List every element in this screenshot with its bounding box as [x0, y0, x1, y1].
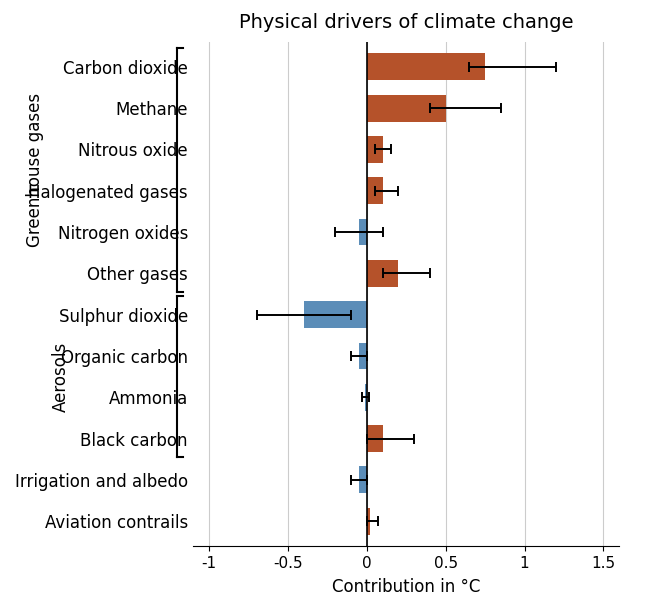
Bar — [367, 177, 382, 204]
Bar — [367, 425, 382, 452]
Bar — [367, 508, 370, 535]
Bar — [304, 301, 367, 328]
Bar — [367, 95, 446, 122]
Text: Greenhouse gases: Greenhouse gases — [26, 93, 45, 247]
Bar — [367, 260, 399, 287]
Bar — [359, 218, 367, 245]
Bar — [367, 136, 382, 163]
Bar — [367, 53, 485, 80]
Bar — [359, 343, 367, 370]
X-axis label: Contribution in °C: Contribution in °C — [332, 578, 481, 596]
Title: Physical drivers of climate change: Physical drivers of climate change — [239, 13, 573, 32]
Bar — [359, 466, 367, 493]
Text: Aerosols: Aerosols — [52, 341, 70, 412]
Bar — [365, 384, 367, 411]
